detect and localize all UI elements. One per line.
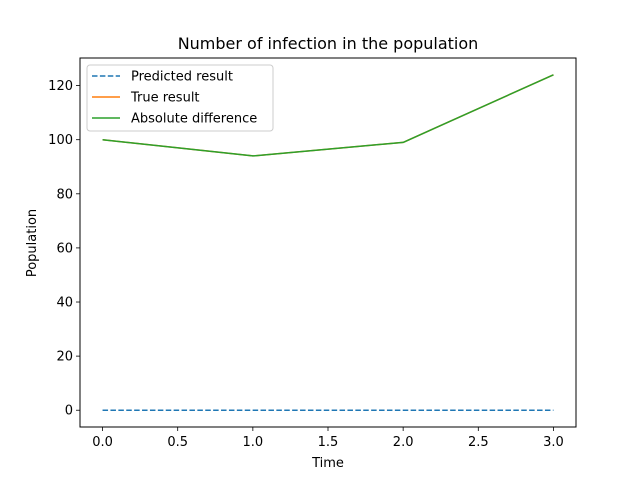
x-tick-label: 1.0 [243,435,264,450]
x-tick-label: 0.5 [167,435,188,450]
series-line-absolute-difference [102,74,554,157]
legend-label: True result [130,91,200,106]
y-tick-label: 100 [48,133,73,148]
y-tick-label: 40 [56,296,73,311]
chart-title: Number of infection in the population [178,34,479,53]
legend-box [86,64,274,132]
legend-label: Absolute difference [131,112,257,127]
y-tick-label: 120 [48,79,73,94]
x-tick-label: 2.0 [393,435,414,450]
x-axis-label: Time [311,456,344,471]
x-tick-label: 2.5 [468,435,489,450]
legend-label: Predicted result [131,70,233,85]
y-tick-label: 60 [56,241,73,256]
legend: Predicted result True result Absolute diff… [86,64,274,132]
x-tick-label: 1.5 [318,435,339,450]
x-tick-label: 0.0 [92,435,113,450]
y-tick-label: 80 [56,187,73,202]
y-tick-label: 0 [65,404,73,419]
x-tick-label: 3.0 [543,435,564,450]
y-axis-label: Population [25,209,40,277]
y-tick-label: 20 [56,350,73,365]
